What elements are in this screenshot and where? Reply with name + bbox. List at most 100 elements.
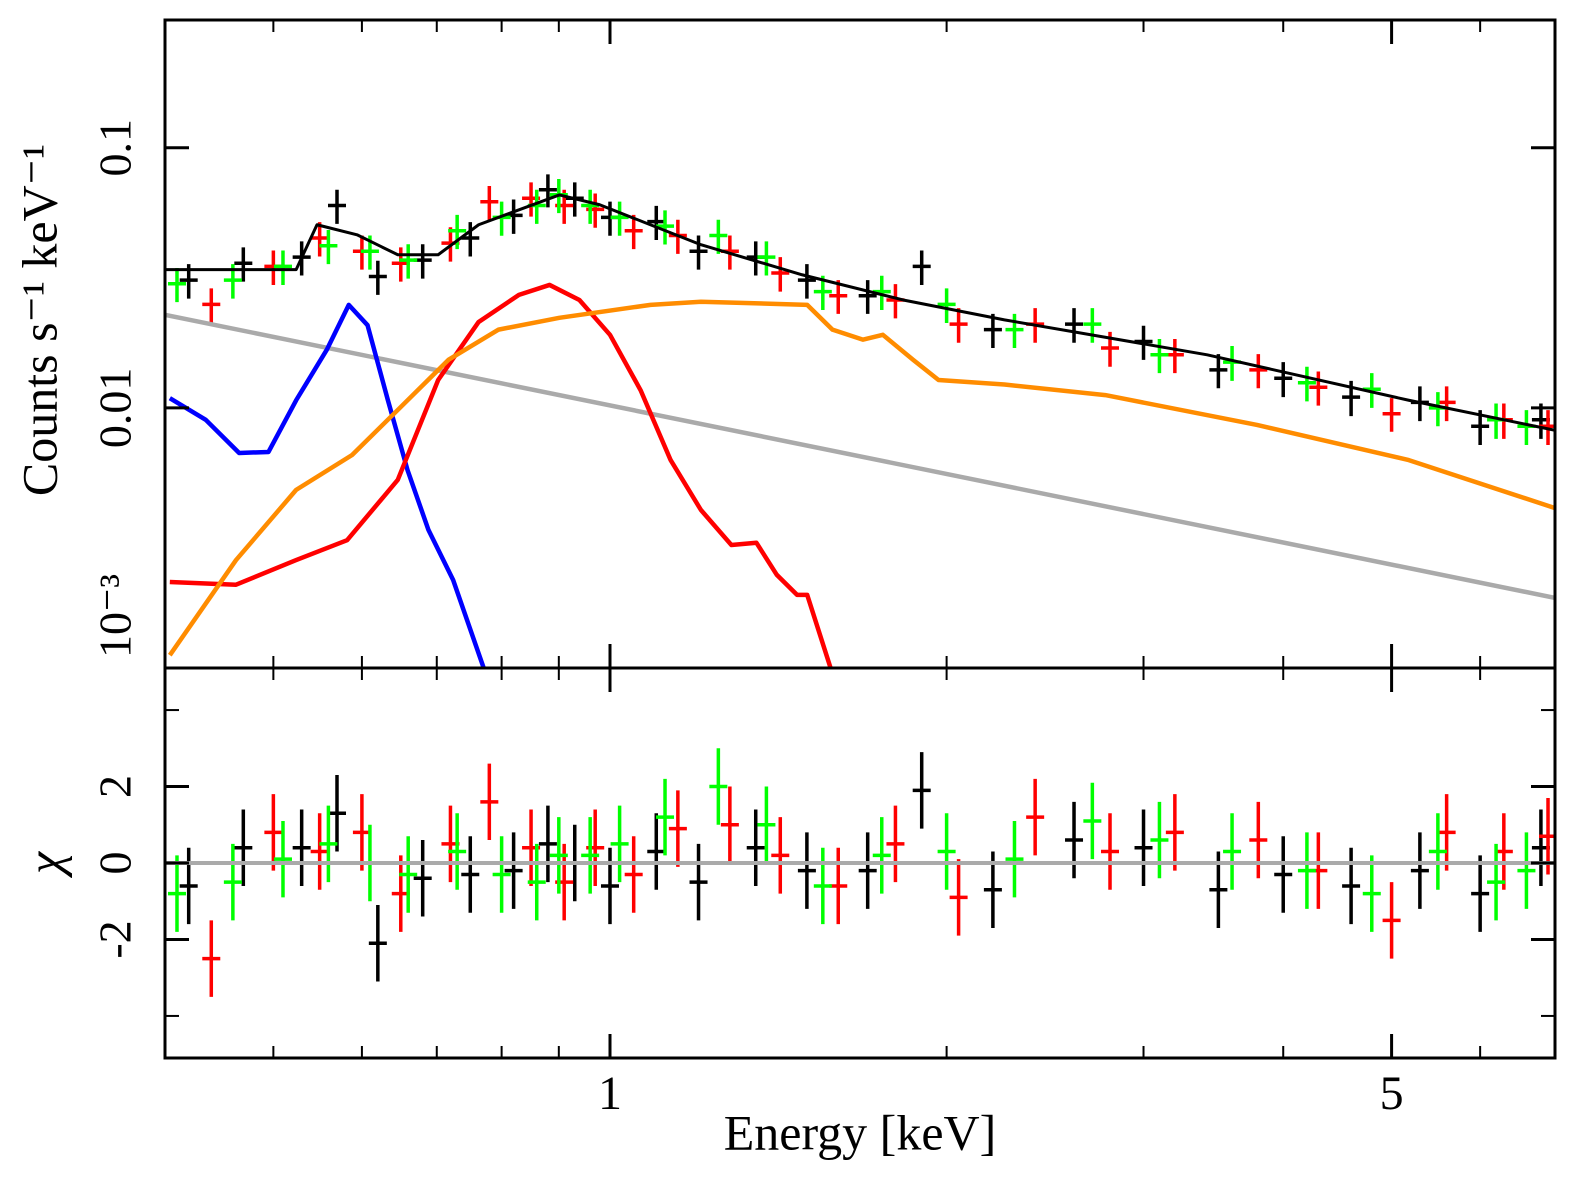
residual-point	[310, 813, 329, 890]
residual-point	[413, 840, 432, 917]
data-point	[273, 250, 292, 285]
data-point	[1065, 308, 1084, 343]
residual-point	[234, 809, 253, 886]
data-point	[480, 186, 499, 221]
residual-point	[1471, 855, 1490, 932]
residual-point	[480, 763, 499, 841]
data-point	[1382, 398, 1401, 432]
residual-point	[886, 805, 905, 883]
residual-point	[1223, 813, 1242, 890]
y-tick-label: 0.01	[90, 368, 141, 449]
model-line	[165, 312, 1555, 601]
data-point	[829, 280, 848, 314]
residual-point	[202, 920, 221, 997]
data-point	[399, 244, 418, 279]
residual-point	[797, 832, 816, 909]
data-point	[771, 257, 790, 292]
data-point	[234, 247, 253, 282]
residual-point	[368, 905, 387, 982]
residual-point	[167, 855, 186, 932]
chi-tick-label: 2	[90, 775, 141, 798]
residual-point	[1065, 801, 1084, 879]
residual-point	[1517, 832, 1536, 909]
model-line	[169, 282, 833, 668]
residual-point	[771, 817, 790, 894]
residual-point	[647, 813, 666, 890]
residual-point	[689, 843, 708, 921]
residual-point	[1005, 820, 1024, 898]
data-point	[1249, 354, 1268, 389]
data-point	[1428, 392, 1447, 427]
residual-point	[264, 794, 283, 871]
residual-point	[292, 809, 311, 886]
residual-point	[273, 820, 292, 898]
data-point	[1083, 308, 1102, 343]
residual-point	[399, 836, 418, 913]
data-point	[1223, 345, 1242, 381]
residual-point	[1437, 794, 1456, 871]
residual-point	[1026, 778, 1045, 856]
data-point	[656, 210, 675, 245]
residual-point	[668, 790, 687, 867]
data-point	[581, 189, 600, 224]
data-point	[689, 235, 708, 270]
data-point	[328, 189, 346, 224]
residual-point	[1249, 801, 1268, 879]
data-point	[949, 308, 968, 343]
residual-point	[1487, 843, 1506, 921]
data-point	[1005, 313, 1024, 348]
residual-point	[720, 786, 739, 863]
residual-point	[538, 805, 557, 883]
axes: 1 5 0.1 0.01 10⁻³ -2 0 2	[90, 20, 1556, 1120]
residual-point	[757, 786, 776, 863]
residual-point	[527, 843, 546, 921]
data-point	[624, 214, 643, 250]
data-point	[886, 284, 905, 319]
chi-tick-label: 0	[90, 852, 141, 875]
y-tick-label: 0.1	[90, 119, 141, 177]
residual-point	[1134, 809, 1153, 886]
data-point	[709, 219, 728, 254]
residual-point	[937, 813, 956, 890]
residual-point	[1362, 855, 1381, 932]
residual-point	[872, 817, 891, 894]
data-point	[1165, 339, 1184, 374]
data-point	[647, 205, 666, 241]
residual-point	[1342, 847, 1361, 925]
data-point	[167, 268, 186, 303]
residual-point	[624, 836, 643, 913]
chi-tick-label: -2	[90, 920, 141, 958]
residual-point	[1494, 813, 1513, 890]
data-point	[937, 288, 956, 324]
data-point	[319, 230, 338, 265]
residual-point	[813, 847, 832, 925]
residual-point	[1274, 836, 1293, 913]
data-point	[813, 275, 832, 310]
data-point	[1437, 386, 1456, 422]
residual-point	[746, 809, 765, 886]
model-line	[167, 299, 1555, 657]
residual-point	[492, 836, 511, 913]
chi-axis-label: χ	[16, 850, 72, 878]
residual-point	[858, 832, 877, 909]
residual-point	[461, 836, 480, 913]
data-point	[983, 313, 1002, 348]
data-point	[610, 201, 629, 236]
model-line	[168, 302, 486, 668]
data-point	[368, 260, 387, 295]
data-point	[858, 280, 877, 314]
residual-point	[1428, 813, 1447, 890]
residual-point	[504, 832, 523, 909]
y-tick-label: 10⁻³	[90, 574, 141, 658]
residual-point	[600, 847, 619, 925]
x-tick-label: 1	[598, 1067, 622, 1120]
data-point	[797, 264, 816, 299]
data-point	[1297, 366, 1316, 402]
data-point	[757, 241, 776, 276]
data-point	[1150, 339, 1169, 374]
residual-point	[709, 748, 728, 825]
residual-point	[319, 805, 338, 883]
residual-point	[223, 843, 242, 921]
data-point	[202, 288, 221, 324]
